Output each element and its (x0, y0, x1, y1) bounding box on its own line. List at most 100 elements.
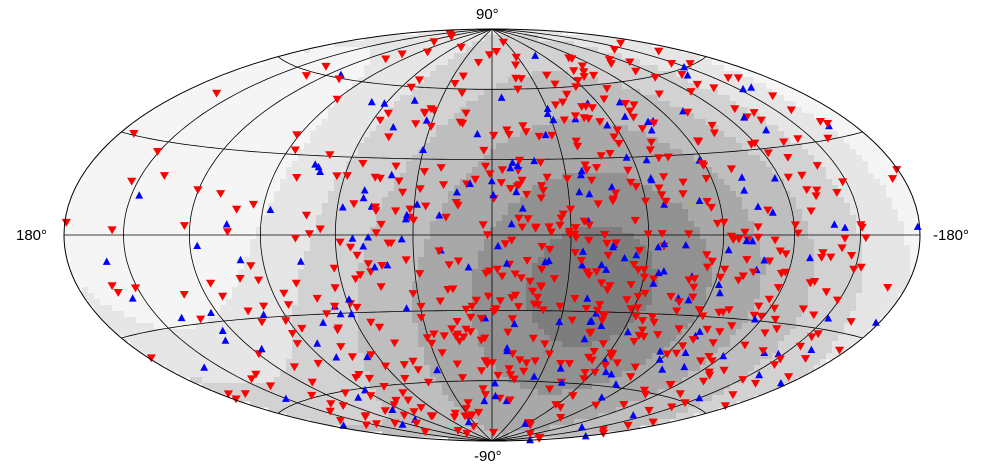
exposure-cell (376, 101, 383, 108)
exposure-cell (232, 167, 239, 174)
exposure-cell (604, 41, 611, 48)
exposure-cell (334, 137, 341, 144)
exposure-cell (604, 173, 611, 180)
exposure-cell (646, 263, 653, 270)
exposure-cell (784, 149, 791, 156)
exposure-cell (628, 71, 635, 78)
exposure-cell (274, 203, 281, 210)
exposure-cell (400, 41, 407, 48)
exposure-cell (388, 83, 395, 90)
exposure-cell (196, 203, 203, 210)
exposure-cell (454, 107, 461, 114)
exposure-cell (472, 227, 479, 234)
exposure-cell (730, 227, 737, 234)
exposure-cell (628, 137, 635, 144)
exposure-cell (556, 251, 563, 258)
exposure-cell (862, 167, 869, 174)
exposure-cell (694, 155, 701, 162)
exposure-cell (598, 221, 605, 228)
exposure-cell (82, 203, 89, 210)
exposure-cell (256, 263, 263, 270)
exposure-cell (268, 125, 275, 132)
exposure-cell (238, 245, 245, 252)
exposure-cell (508, 143, 515, 150)
exposure-cell (412, 35, 419, 42)
exposure-cell (688, 173, 695, 180)
exposure-cell (826, 203, 833, 210)
exposure-cell (862, 275, 869, 282)
exposure-cell (136, 197, 143, 204)
exposure-cell (124, 167, 131, 174)
exposure-cell (76, 209, 83, 216)
exposure-cell (514, 149, 521, 156)
exposure-cell (712, 215, 719, 222)
exposure-cell (130, 221, 137, 228)
exposure-cell (418, 227, 425, 234)
exposure-cell (166, 131, 173, 138)
exposure-cell (268, 257, 275, 264)
exposure-cell (370, 239, 377, 246)
exposure-cell (796, 179, 803, 186)
exposure-cell (412, 185, 419, 192)
exposure-cell (280, 191, 287, 198)
exposure-cell (376, 95, 383, 102)
exposure-cell (550, 137, 557, 144)
exposure-cell (598, 47, 605, 54)
exposure-cell (400, 269, 407, 276)
exposure-cell (652, 251, 659, 258)
exposure-cell (616, 275, 623, 282)
exposure-cell (214, 131, 221, 138)
exposure-cell (340, 263, 347, 270)
exposure-cell (904, 251, 911, 258)
exposure-cell (550, 149, 557, 156)
exposure-cell (736, 83, 743, 90)
exposure-cell (898, 227, 905, 234)
exposure-cell (496, 35, 503, 42)
exposure-cell (388, 161, 395, 168)
exposure-cell (100, 191, 107, 198)
exposure-cell (172, 215, 179, 222)
exposure-cell (760, 209, 767, 216)
exposure-cell (766, 179, 773, 186)
exposure-cell (634, 83, 641, 90)
exposure-cell (466, 215, 473, 222)
exposure-cell (250, 227, 257, 234)
exposure-cell (466, 221, 473, 228)
exposure-cell (634, 209, 641, 216)
exposure-cell (220, 191, 227, 198)
exposure-cell (508, 173, 515, 180)
exposure-cell (142, 215, 149, 222)
exposure-cell (436, 263, 443, 270)
exposure-cell (412, 227, 419, 234)
exposure-cell (94, 221, 101, 228)
exposure-cell (460, 167, 467, 174)
exposure-cell (880, 257, 887, 264)
exposure-cell (160, 215, 167, 222)
exposure-cell (388, 89, 395, 96)
exposure-cell (370, 281, 377, 288)
exposure-cell (280, 263, 287, 270)
exposure-cell (514, 71, 521, 78)
exposure-cell (748, 185, 755, 192)
exposure-cell (400, 179, 407, 186)
exposure-cell (844, 119, 851, 126)
exposure-cell (166, 119, 173, 126)
exposure-cell (526, 269, 533, 276)
exposure-cell (268, 77, 275, 84)
exposure-cell (424, 263, 431, 270)
exposure-cell (754, 239, 761, 246)
exposure-cell (586, 197, 593, 204)
exposure-cell (610, 155, 617, 162)
exposure-cell (514, 233, 521, 240)
exposure-cell (898, 209, 905, 216)
exposure-cell (880, 203, 887, 210)
exposure-cell (520, 143, 527, 150)
exposure-cell (424, 101, 431, 108)
exposure-cell (814, 221, 821, 228)
exposure-cell (778, 131, 785, 138)
exposure-cell (238, 227, 245, 234)
exposure-cell (202, 251, 209, 258)
exposure-cell (352, 125, 359, 132)
exposure-cell (310, 107, 317, 114)
exposure-cell (658, 179, 665, 186)
